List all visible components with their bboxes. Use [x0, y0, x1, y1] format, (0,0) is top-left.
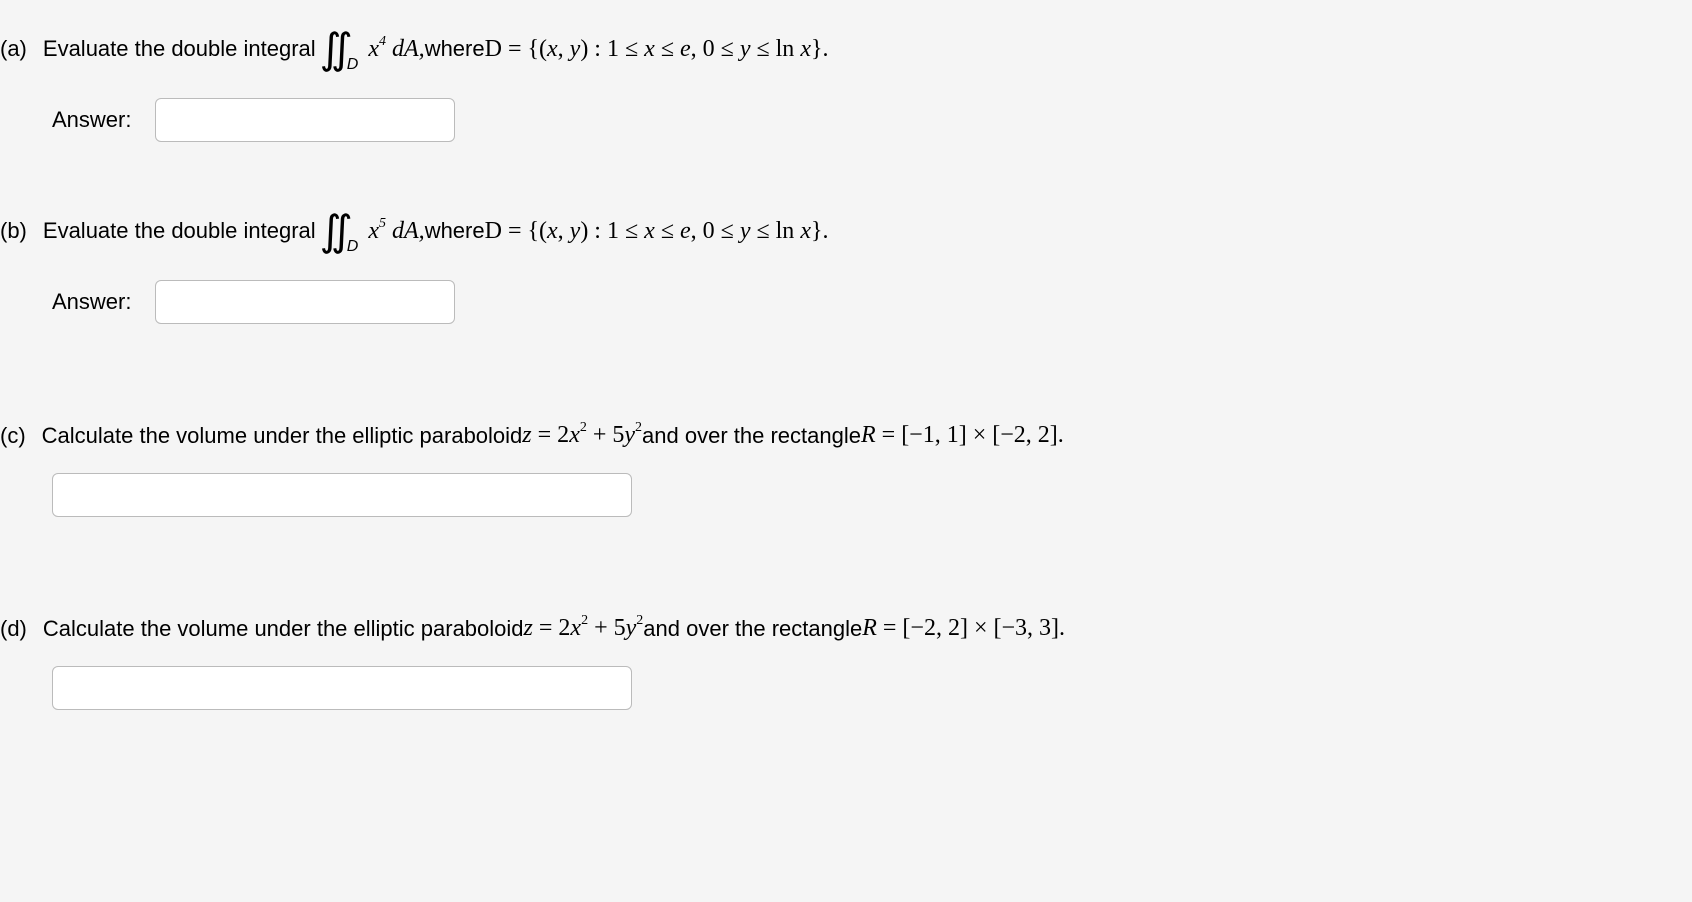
problem-c-statement: (c) Calculate the volume under the ellip… [0, 422, 1692, 449]
problem-c: (c) Calculate the volume under the ellip… [0, 398, 1692, 541]
integrand-b: x5 dA, [368, 218, 424, 245]
answer-input-b[interactable] [155, 280, 455, 324]
part-label-b: (b) [0, 218, 43, 244]
answer-input-c[interactable] [52, 473, 632, 517]
problem-a-statement: (a) Evaluate the double integral ∬ D x4 … [0, 28, 1692, 70]
text-a-2: where [425, 36, 485, 62]
part-label-c: (c) [0, 423, 42, 449]
answer-row-d [0, 666, 1692, 710]
text-c-2: and over the rectangle [642, 423, 861, 449]
integrand-a: x4 dA, [368, 36, 424, 63]
region-b: D = {(x, y) : 1 ≤ x ≤ e, 0 ≤ y ≤ ln x}. [485, 218, 829, 245]
text-b-2: where [425, 218, 485, 244]
answer-input-d[interactable] [52, 666, 632, 710]
region-a: D = {(x, y) : 1 ≤ x ≤ e, 0 ≤ y ≤ ln x}. [485, 36, 829, 63]
part-label-d: (d) [0, 616, 43, 642]
problem-d: (d) Calculate the volume under the ellip… [0, 591, 1692, 734]
problem-d-statement: (d) Calculate the volume under the ellip… [0, 615, 1692, 642]
answer-row-c [0, 473, 1692, 517]
rect-c: R = [−1, 1] × [−2, 2]. [861, 422, 1064, 449]
rect-d: R = [−2, 2] × [−3, 3]. [862, 615, 1065, 642]
integral-sub-b: D [347, 238, 359, 256]
equation-c: z = 2x2 + 5y2 [522, 422, 642, 449]
answer-row-a: Answer: [0, 98, 1692, 142]
text-a-1: Evaluate the double integral [43, 36, 316, 62]
integral-b: ∬ D [320, 210, 365, 252]
integral-sub-a: D [347, 56, 359, 74]
answer-input-a[interactable] [155, 98, 455, 142]
answer-label-b: Answer: [52, 289, 131, 315]
text-d-1: Calculate the volume under the elliptic … [43, 616, 524, 642]
part-label-a: (a) [0, 36, 43, 62]
problem-b-statement: (b) Evaluate the double integral ∬ D x5 … [0, 210, 1692, 252]
text-d-2: and over the rectangle [643, 616, 862, 642]
equation-d: z = 2x2 + 5y2 [524, 615, 644, 642]
answer-row-b: Answer: [0, 280, 1692, 324]
integral-a: ∬ D [320, 28, 365, 70]
problem-b: (b) Evaluate the double integral ∬ D x5 … [0, 186, 1692, 348]
text-b-1: Evaluate the double integral [43, 218, 316, 244]
problem-a: (a) Evaluate the double integral ∬ D x4 … [0, 4, 1692, 166]
text-c-1: Calculate the volume under the elliptic … [42, 423, 523, 449]
answer-label-a: Answer: [52, 107, 131, 133]
